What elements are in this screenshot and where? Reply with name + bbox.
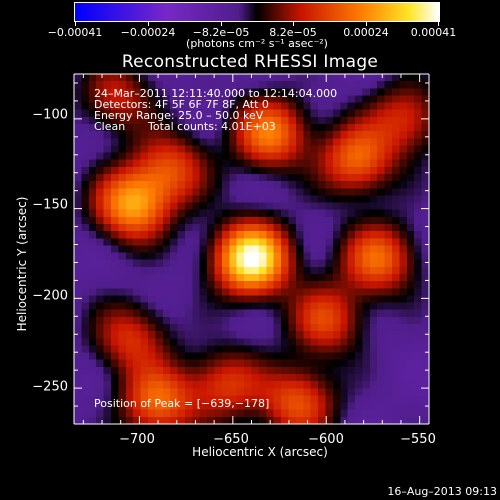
x-tick-label: −600 — [308, 432, 344, 447]
x-tick-label: −550 — [400, 432, 436, 447]
colorbar-tick-label: −8.2e−05 — [192, 26, 250, 39]
peak-position-label: Position of Peak = [−639,−178] — [94, 397, 270, 410]
colorbar-tick — [293, 21, 294, 26]
colorbar-tick-label: 0.00024 — [343, 26, 389, 39]
colorbar-tick — [75, 21, 76, 26]
colorbar-tick-label: 8.2e−05 — [269, 26, 317, 39]
footer-timestamp: 16–Aug–2013 09:13 — [387, 485, 497, 498]
y-tick-label: −250 — [32, 379, 68, 395]
total-counts-label: Total counts: 4.01E+03 — [148, 120, 276, 133]
algorithm-label: Clean — [94, 120, 126, 133]
colorbar-tick — [221, 21, 222, 26]
time-range-label: 24–Mar–2011 12:11:40.000 to 12:14:04.000 — [94, 87, 338, 100]
y-axis-label: Heliocentric Y (arcsec) — [15, 196, 29, 332]
colorbar-units: (photons cm⁻² s⁻¹ asec⁻²) — [186, 37, 328, 50]
energy-range-label: Energy Range: 25.0 – 50.0 keV — [94, 109, 264, 122]
colorbar-tick — [438, 21, 439, 26]
colorbar-tick — [366, 21, 367, 26]
x-tick-label: −650 — [213, 432, 249, 447]
colorbar — [74, 2, 440, 22]
colorbar-tick-label: −0.00024 — [120, 26, 176, 39]
colorbar-tick — [148, 21, 149, 26]
y-tick-label: −100 — [32, 107, 68, 123]
x-tick-label: −700 — [119, 432, 155, 447]
x-axis-label: Heliocentric X (arcsec) — [192, 445, 328, 459]
colorbar-tick-label: −0.00041 — [47, 26, 103, 39]
y-tick-label: −200 — [32, 288, 68, 304]
colorbar-tick-label: 0.00041 — [410, 26, 457, 39]
chart-title: Reconstructed RHESSI Image — [121, 52, 379, 72]
y-tick-label: −150 — [32, 197, 68, 213]
detectors-label: Detectors: 4F 5F 6F 7F 8F, Att 0 — [94, 98, 269, 111]
heatmap-image — [74, 74, 429, 424]
